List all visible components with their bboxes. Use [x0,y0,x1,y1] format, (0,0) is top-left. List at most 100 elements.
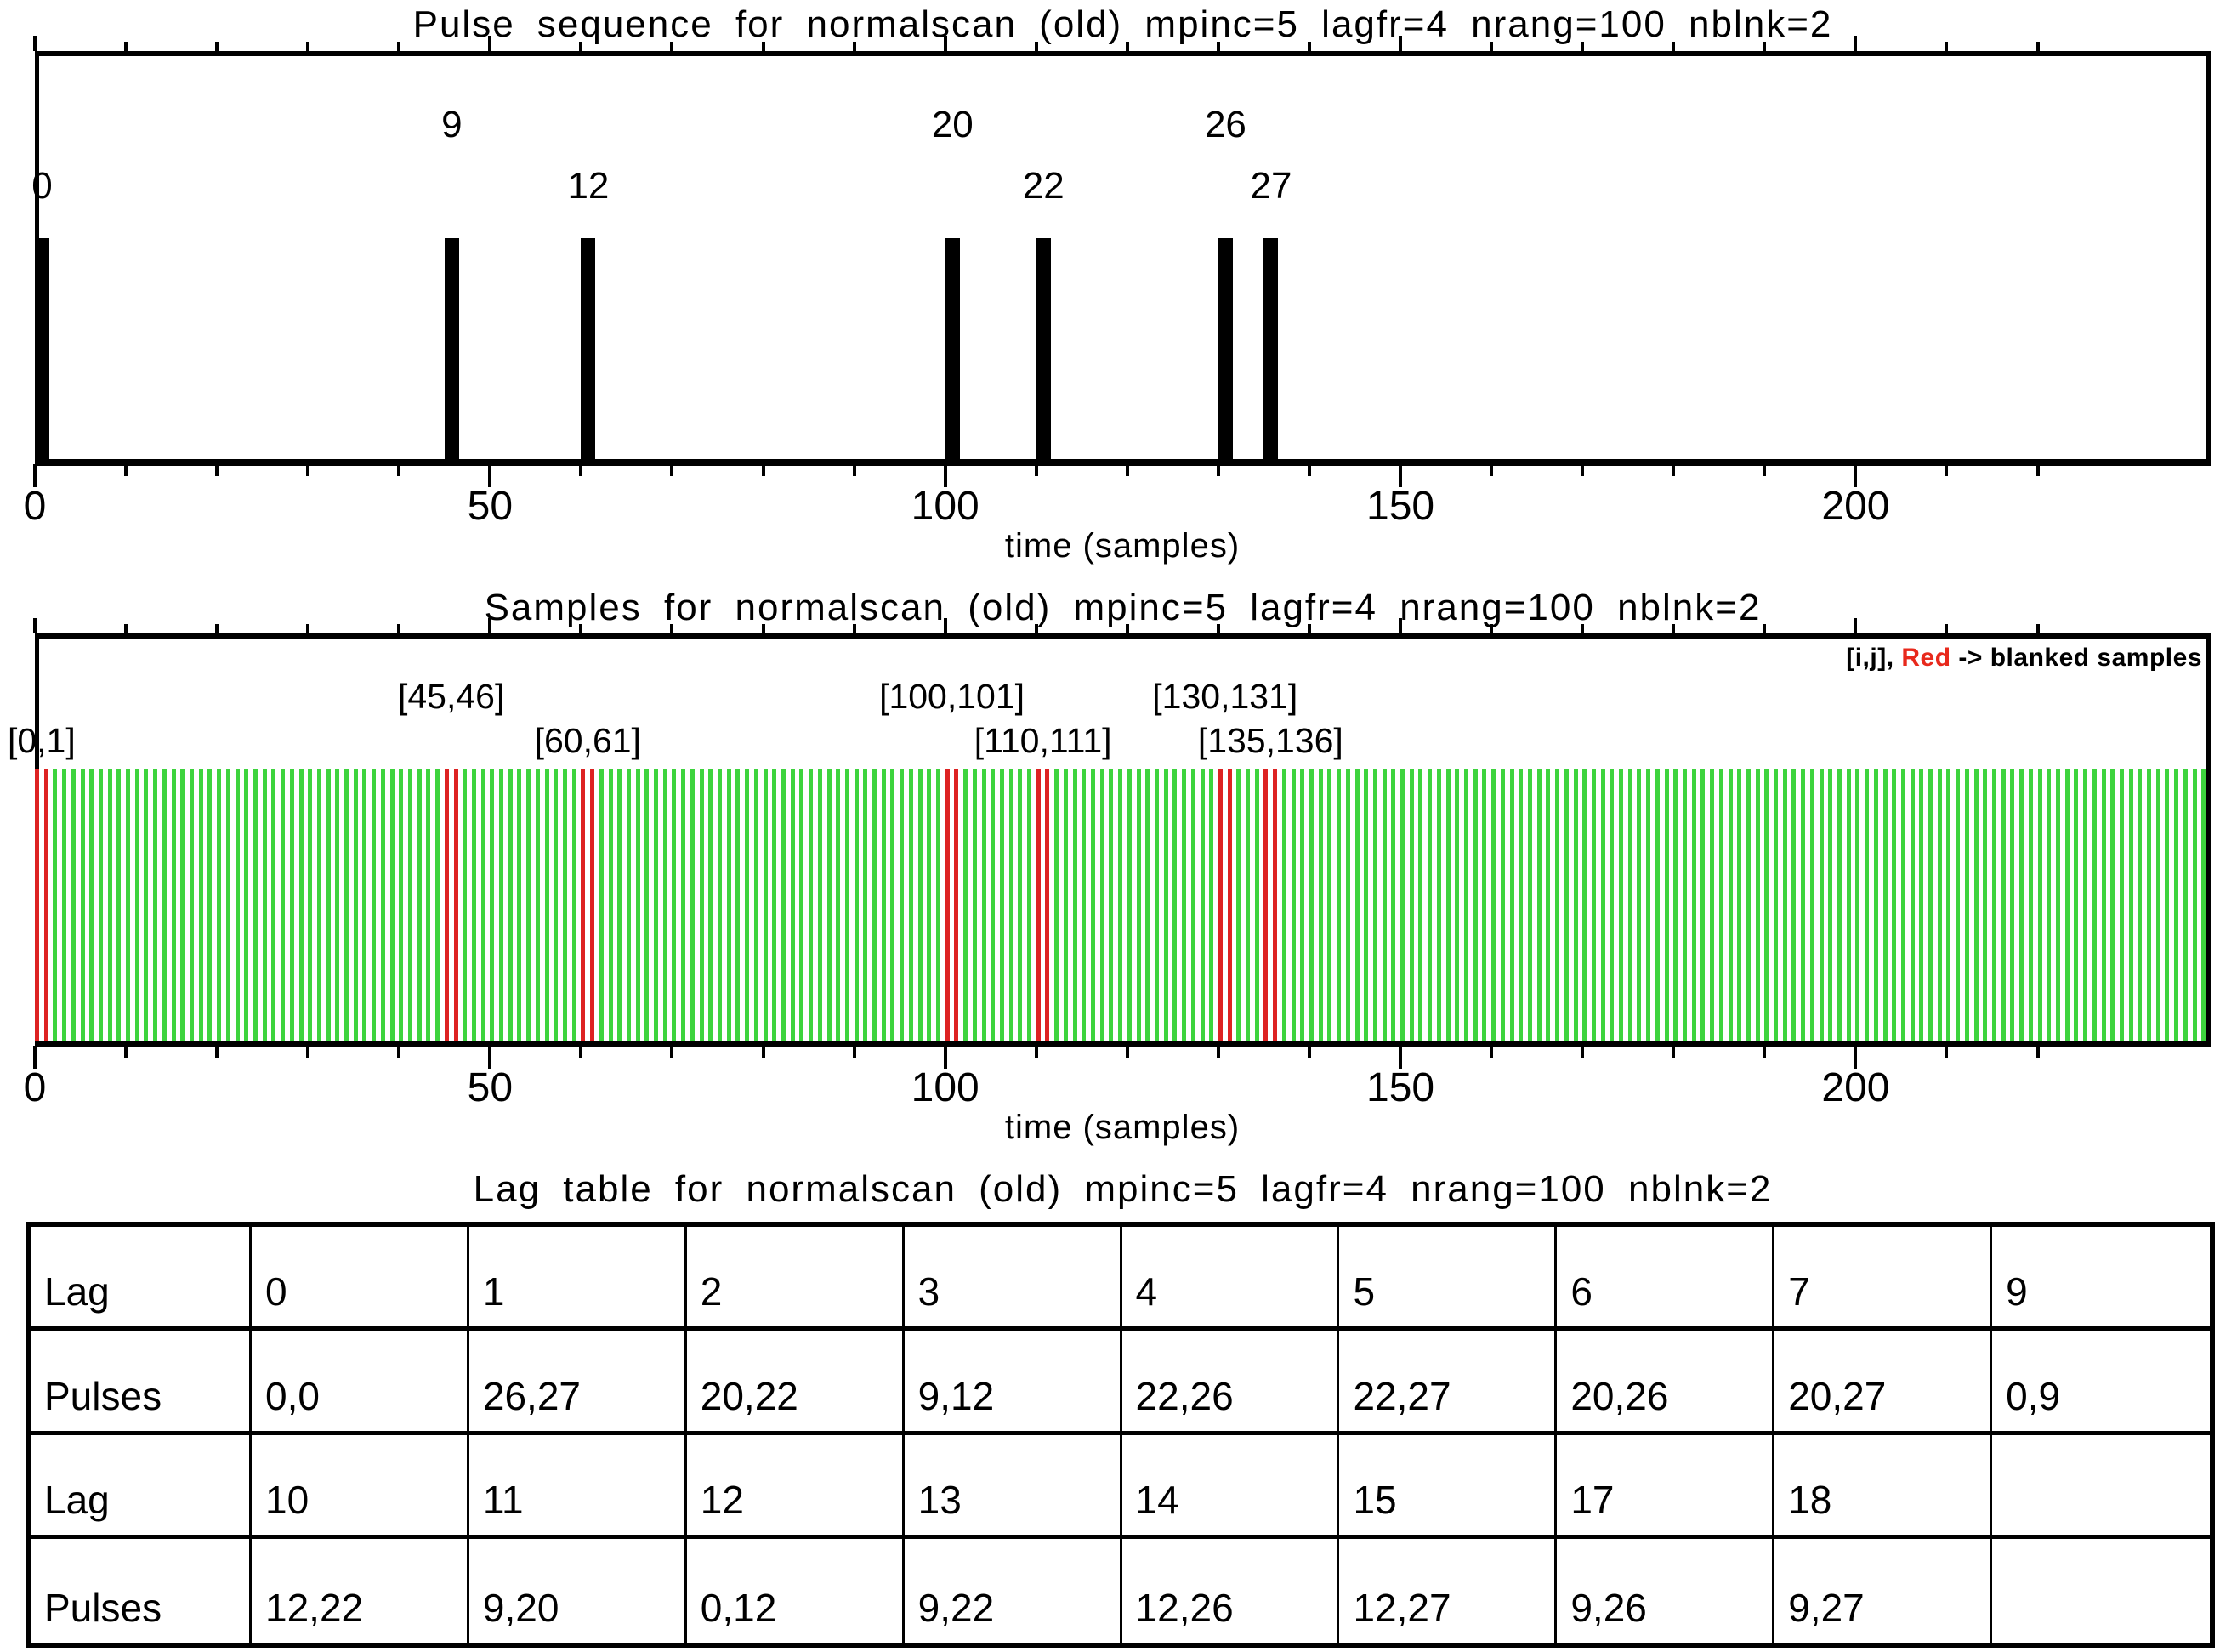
pulse-number-label: 0 [31,165,53,207]
sample-line [1354,769,1360,1041]
sample-line [126,769,131,1041]
lag-table-cell [1992,1435,2210,1539]
sample-line [708,769,713,1041]
x-axis-tick [124,624,128,633]
pulse-number-label: 22 [1022,165,1065,207]
sample-line [1764,769,1769,1041]
blanked-pair-label: [110,111] [974,721,1112,760]
sample-line [508,769,513,1041]
sample-line [781,769,786,1041]
sample-line [1700,769,1706,1041]
x-axis-tick [1307,42,1311,51]
x-axis-tick-label: 150 [1366,1065,1435,1110]
sample-line [1445,769,1451,1041]
sample-line [1673,769,1678,1041]
sample-line [1801,769,1806,1041]
x-axis-tick [852,42,856,51]
blanked-sample-line [581,769,586,1041]
lag-table-cell: 17 [1557,1434,1775,1539]
sample-line [335,769,340,1041]
sample-line [1846,769,1851,1041]
sample-line [1008,769,1013,1041]
sample-line [1300,769,1305,1041]
lag-table-header-cell: Pulses [31,1538,252,1643]
x-axis-tick [33,36,37,51]
pulse-bar [1263,238,1279,459]
x-axis-tick [306,1046,310,1058]
sample-line [1819,769,1824,1041]
x-axis-tick [670,464,674,476]
blanked-sample-line [43,769,48,1041]
x-axis-tick-label: 0 [23,484,47,529]
blanked-sample-line [1273,769,1278,1041]
sample-line [1737,769,1742,1041]
sample-line [1964,769,1969,1041]
sample-line [399,769,404,1041]
sample-line [1309,769,1314,1041]
sample-line [763,769,768,1041]
x-axis-tick [33,464,37,487]
sample-line [844,769,849,1041]
x-axis-tick [397,1046,401,1058]
sample-line [1509,769,1514,1041]
sample-line [1610,769,1615,1041]
sample-line [207,769,213,1041]
pulse-bar [581,238,596,459]
pulse-number-label: 20 [931,104,974,145]
x-axis-tick-label: 50 [467,1065,514,1110]
sample-line [62,769,67,1041]
x-axis-tick [124,464,128,476]
sample-line [1099,769,1104,1041]
lag-table-cell: 20,22 [686,1331,905,1435]
x-axis-tick [1399,36,1403,51]
sample-line [1345,769,1350,1041]
x-axis-tick [1216,42,1220,51]
x-axis-tick [397,42,401,51]
pulse-bar [444,238,459,459]
sample-line [790,769,795,1041]
x-axis-tick [1581,464,1585,476]
sample-line [2092,769,2097,1041]
x-axis-tick [1763,624,1767,633]
sample-line [1646,769,1651,1041]
sample-line [1091,769,1096,1041]
x-axis-tick [761,464,765,476]
sample-line [1027,769,1032,1041]
sample-line [526,769,531,1041]
sample-line [1190,769,1195,1041]
sample-line [180,769,185,1041]
blanked-pair-label: [60,61] [534,721,641,760]
x-axis-tick [488,36,492,51]
samples-panel-x-axis-label: time (samples) [1004,1109,1241,1146]
sample-line [872,769,877,1041]
sample-line [134,769,139,1041]
sample-line [1018,769,1023,1041]
lag-table-cell: 13 [904,1434,1122,1539]
sample-line [2028,769,2033,1041]
lag-table-cell: 9,20 [469,1538,687,1643]
sample-line [2047,769,2052,1041]
x-axis-tick [1216,624,1220,633]
sample-line [799,769,804,1041]
x-axis-tick [943,36,947,51]
x-axis-tick-label: 50 [467,484,514,529]
sample-line [1728,769,1733,1041]
sample-line [253,769,258,1041]
sample-line [281,769,286,1041]
lag-table-header-cell: Pulses [31,1331,252,1435]
lag-table-cell: 1 [468,1227,687,1331]
x-axis-tick-label: 0 [23,1065,47,1110]
pulse-bar [1036,238,1051,459]
sample-line [1546,769,1551,1041]
x-axis-tick [1672,42,1676,51]
x-axis-tick [306,464,310,476]
lag-table-cell [1992,1539,2210,1643]
lag-table-cell: 0,9 [1992,1331,2210,1435]
sample-line [1145,769,1150,1041]
pulse-number-label: 27 [1250,165,1292,207]
sample-line [817,769,822,1041]
sample-line [353,769,358,1041]
sample-line [463,769,468,1041]
blanked-sample-line [35,769,39,1041]
x-axis-tick [761,42,765,51]
